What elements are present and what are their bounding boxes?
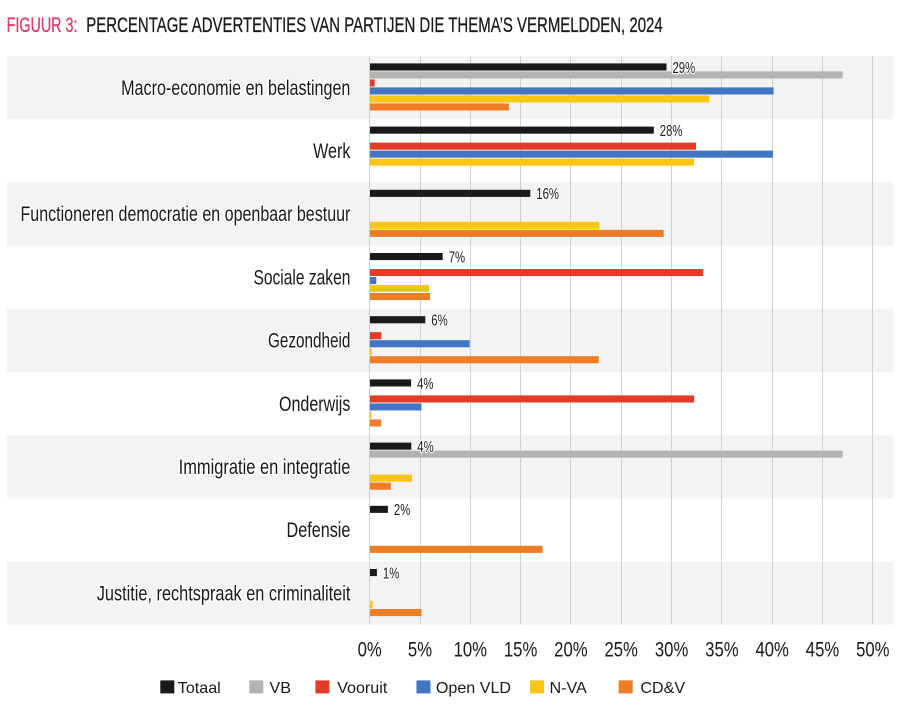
- svg-text:30%: 30%: [655, 639, 689, 662]
- svg-text:50%: 50%: [856, 639, 890, 662]
- svg-text:4%: 4%: [417, 437, 433, 455]
- svg-text:0%: 0%: [358, 639, 382, 662]
- svg-text:45%: 45%: [806, 639, 840, 662]
- svg-text:35%: 35%: [705, 639, 739, 662]
- svg-text:Werk: Werk: [313, 139, 351, 163]
- svg-text:2%: 2%: [394, 500, 410, 518]
- svg-text:Defensie: Defensie: [287, 518, 351, 541]
- svg-text:Sociale zaken: Sociale zaken: [253, 265, 350, 289]
- svg-text:Open VLD: Open VLD: [436, 679, 511, 697]
- svg-text:5%: 5%: [408, 639, 432, 662]
- svg-text:10%: 10%: [454, 639, 488, 662]
- svg-text:Immigratie en integratie: Immigratie en integratie: [179, 455, 351, 478]
- svg-text:1%: 1%: [383, 563, 399, 581]
- svg-text:7%: 7%: [449, 247, 465, 265]
- svg-text:CD&V: CD&V: [640, 679, 685, 697]
- svg-text:Functioneren democratie en ope: Functioneren democratie en openbaar best…: [20, 202, 350, 226]
- svg-text:Onderwijs: Onderwijs: [279, 392, 350, 416]
- svg-text:4%: 4%: [417, 374, 433, 392]
- svg-text:40%: 40%: [755, 639, 789, 662]
- svg-text:Gezondheid: Gezondheid: [268, 328, 350, 352]
- svg-text:VB: VB: [270, 679, 291, 697]
- svg-text:Macro-economie en belastingen: Macro-economie en belastingen: [121, 76, 350, 100]
- svg-text:20%: 20%: [554, 639, 588, 662]
- svg-text:Vooruit: Vooruit: [337, 679, 388, 697]
- svg-text:15%: 15%: [504, 639, 538, 662]
- svg-text:FIGUUR 3:: FIGUUR 3:: [7, 14, 78, 37]
- svg-text:Justitie, rechtspraak en crimi: Justitie, rechtspraak en criminaliteit: [97, 581, 351, 604]
- svg-text:N-VA: N-VA: [550, 679, 588, 697]
- svg-text:28%: 28%: [660, 121, 683, 139]
- svg-text:29%: 29%: [673, 58, 696, 76]
- svg-text:25%: 25%: [604, 639, 638, 662]
- svg-text:16%: 16%: [536, 184, 559, 202]
- svg-text:6%: 6%: [431, 311, 447, 329]
- svg-text:Totaal: Totaal: [178, 679, 221, 697]
- svg-text:PERCENTAGE ADVERTENTIES VAN PA: PERCENTAGE ADVERTENTIES VAN PARTIJEN DIE…: [86, 14, 662, 37]
